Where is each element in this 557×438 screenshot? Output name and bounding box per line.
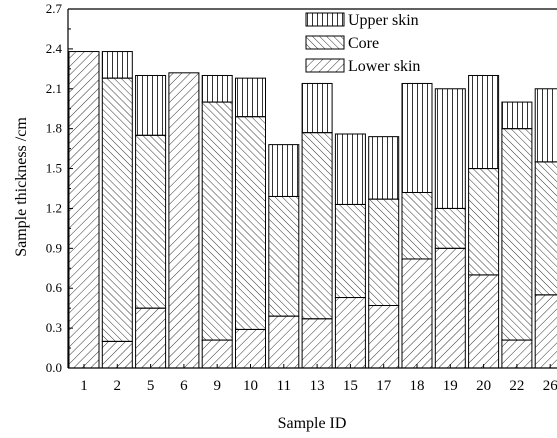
bar-lower-skin-13 — [301, 318, 333, 369]
bar-lower-skin-26 — [534, 294, 557, 369]
bar-core-19 — [434, 207, 466, 249]
y-tick-label: 0.6 — [46, 280, 63, 295]
legend: Upper skin Core Lower skin — [305, 12, 420, 75]
y-tick-label: 2.1 — [46, 81, 62, 96]
y-tick-label: 2.7 — [46, 1, 63, 16]
bar-core-9 — [201, 101, 233, 341]
bar-core-20 — [468, 168, 500, 276]
bar-upper-skin-10 — [235, 77, 266, 118]
bar-upper-skin-26 — [534, 88, 557, 163]
y-tick-label: 0.9 — [46, 240, 62, 255]
bar-upper-skin-15 — [334, 133, 366, 205]
bar-core-22 — [501, 128, 533, 341]
bar-upper-skin-13 — [301, 82, 333, 134]
bar-lower-skin-6 — [168, 72, 200, 369]
bar-upper-skin-11 — [268, 144, 300, 197]
bar-core-26 — [534, 161, 557, 296]
bar-upper-skin-17 — [368, 136, 400, 200]
bar-lower-skin-17 — [368, 305, 400, 369]
x-tick-label: 2 — [114, 378, 122, 394]
legend-swatch-upper-skin — [305, 12, 345, 27]
bar-core-10 — [235, 116, 266, 330]
bar-core-11 — [268, 195, 300, 317]
legend-label-core: Core — [348, 35, 379, 52]
bar-lower-skin-2 — [101, 340, 133, 369]
bar-core-17 — [368, 198, 400, 307]
x-tick-label: 13 — [310, 378, 325, 394]
legend-swatch-lower-skin — [305, 58, 345, 73]
bar-core-2 — [101, 77, 133, 342]
bar-core-5 — [135, 134, 167, 309]
x-tick-label: 20 — [476, 378, 491, 394]
bar-lower-skin-11 — [268, 315, 300, 369]
x-tick-label: 18 — [410, 378, 425, 394]
x-tick-label: 10 — [243, 378, 258, 394]
bar-core-13 — [301, 132, 333, 320]
x-tick-label: 15 — [343, 378, 358, 394]
bar-upper-skin-18 — [401, 82, 433, 193]
x-tick-label: 6 — [180, 378, 188, 394]
bar-lower-skin-20 — [468, 274, 500, 369]
bar-upper-skin-5 — [135, 74, 167, 136]
bar-lower-skin-9 — [201, 339, 233, 369]
x-tick-label: 5 — [147, 378, 155, 394]
bar-upper-skin-9 — [201, 74, 233, 103]
bar-upper-skin-2 — [101, 51, 133, 79]
bar-lower-skin-22 — [501, 339, 533, 369]
bar-lower-skin-18 — [401, 258, 433, 369]
y-axis-title: Sample thickness /cm — [13, 117, 30, 257]
x-tick-label: 26 — [543, 378, 557, 394]
y-tick-label: 1.2 — [46, 200, 62, 215]
y-tick-label: 1.5 — [46, 161, 62, 176]
bar-lower-skin-1 — [68, 51, 100, 369]
bar-lower-skin-10 — [235, 328, 266, 369]
bar-upper-skin-22 — [501, 101, 533, 130]
bar-core-18 — [401, 191, 433, 260]
bar-upper-skin-20 — [468, 74, 500, 170]
bar-lower-skin-19 — [434, 247, 466, 369]
y-tick-label: 0.0 — [46, 360, 62, 375]
y-tick-label: 0.3 — [46, 320, 62, 335]
bar-core-15 — [334, 203, 366, 299]
y-tick-label: 1.8 — [46, 121, 62, 136]
bars-layer — [68, 51, 557, 369]
y-tick-label: 2.4 — [46, 41, 63, 56]
x-tick-label: 9 — [213, 378, 221, 394]
x-tick-label: 11 — [277, 378, 291, 394]
x-tick-label: 19 — [443, 378, 458, 394]
bar-upper-skin-19 — [434, 88, 466, 209]
legend-swatch-core — [305, 35, 345, 50]
legend-label-upper-skin: Upper skin — [348, 12, 419, 29]
bar-lower-skin-5 — [135, 307, 167, 369]
x-tick-label: 22 — [509, 378, 524, 394]
legend-label-lower-skin: Lower skin — [348, 58, 420, 75]
bar-lower-skin-15 — [334, 297, 366, 369]
ticks-layer: 0.0 0.3 0.6 0.9 1.2 1.5 1.8 2.1 2.4 2.7 1 2 5 6 9 10 11 1… — [46, 1, 557, 394]
x-axis-title: Sample ID — [278, 415, 347, 432]
x-tick-label: 1 — [80, 378, 88, 394]
x-tick-label: 17 — [376, 378, 392, 394]
